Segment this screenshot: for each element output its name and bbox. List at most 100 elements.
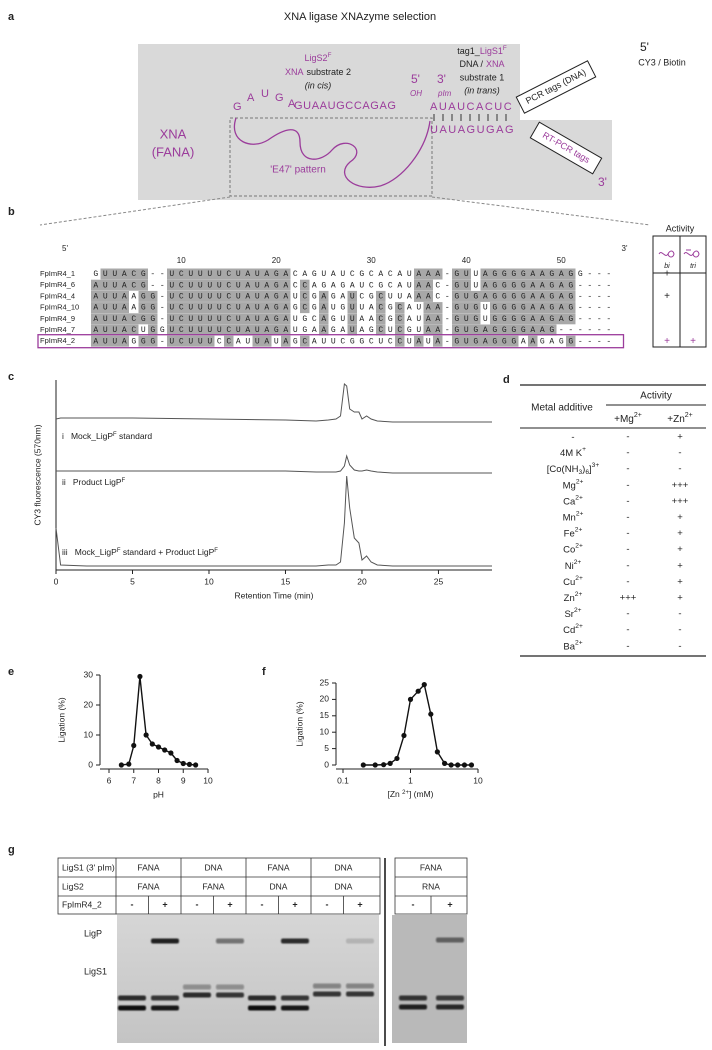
label: XNA xyxy=(160,126,187,141)
panel-label: a xyxy=(8,11,15,23)
conserved-cell xyxy=(214,324,224,336)
conserved-cell xyxy=(499,279,509,291)
gel-bands xyxy=(118,937,464,1011)
text-segment: 2+ xyxy=(634,412,642,419)
text-segment: Ni xyxy=(565,560,574,571)
base-pairs xyxy=(433,114,507,121)
text-segment: Ca xyxy=(563,496,576,507)
text-segment: ) xyxy=(582,464,585,475)
conserved-cell xyxy=(110,302,120,314)
x-tick-label: 5 xyxy=(130,576,135,586)
conserved-cell xyxy=(224,268,234,280)
conserved-cell xyxy=(499,324,509,336)
y-tick-label: 20 xyxy=(84,699,94,709)
x-tick-label: 20 xyxy=(357,576,367,586)
band-label: LigS1 xyxy=(84,966,107,976)
end-label: 3' xyxy=(598,175,607,189)
y-tick-label: 5 xyxy=(324,743,329,753)
label: 'E47' pattern xyxy=(270,165,326,176)
text-segment: Ba xyxy=(563,641,575,652)
metal-label: 4M K+ xyxy=(560,446,586,458)
row-name: FpImR4_9 xyxy=(40,314,75,323)
band xyxy=(436,937,464,943)
conserved-cell xyxy=(100,335,110,347)
activity-mark: + xyxy=(664,291,670,302)
conserved-cell xyxy=(281,279,291,291)
icon xyxy=(658,250,675,258)
metal-label: Zn2+ xyxy=(564,591,583,603)
conserved-cell xyxy=(176,302,186,314)
conserved-cell xyxy=(110,324,120,336)
activity-mg: - xyxy=(626,448,629,459)
zoom-line xyxy=(431,196,651,226)
sequence: AUUAGGG-UCUUUCCAUUAUAGCAUUCGGCUCCUAUA-GU… xyxy=(93,337,611,346)
panel-label: g xyxy=(8,844,15,856)
point xyxy=(155,744,162,750)
conserved-cell xyxy=(433,313,443,325)
alignment: 5' 3' 10 20 30 40 50 FpImR4_1 GUUACG--UCUUUUCUAU… xyxy=(37,244,696,349)
point xyxy=(468,762,475,768)
conserved-cell xyxy=(119,279,129,291)
label: LigS2F xyxy=(305,52,332,63)
text-segment: 2+ xyxy=(574,607,582,614)
metal-label: Ni2+ xyxy=(565,559,582,571)
conserved-cell xyxy=(319,313,329,325)
conserved-cell xyxy=(499,302,509,314)
text-segment: 2+ xyxy=(575,640,583,647)
text-segment: Co xyxy=(563,544,575,555)
conserved-cell xyxy=(176,290,186,302)
conserved-cell xyxy=(537,290,547,302)
activity-zn: + xyxy=(677,528,683,539)
header: Metal additive xyxy=(531,403,593,414)
column-label: tri xyxy=(690,263,696,270)
conserved-cell xyxy=(509,279,519,291)
conserved-cell xyxy=(461,324,471,336)
conserved-cell xyxy=(566,313,576,325)
conserved-cell xyxy=(119,302,129,314)
point xyxy=(126,761,132,767)
conserved-cell xyxy=(518,324,528,336)
sequence: AUUAAGG-UCUUUUCUAUAGAUCGAGAUCGCUUAAAC-GU… xyxy=(93,293,611,302)
conserved-cell xyxy=(252,324,262,336)
conserved-cell xyxy=(129,279,139,291)
conserved-cell xyxy=(271,290,281,302)
header: Activity xyxy=(640,391,672,402)
point xyxy=(401,732,407,739)
conserved-cell xyxy=(452,302,462,314)
conserved-cell xyxy=(395,335,405,347)
conserved-cell xyxy=(461,279,471,291)
conserved-cell xyxy=(233,313,243,325)
trace-label: i Mock_LigPF standard xyxy=(62,431,152,441)
conserved-cell xyxy=(167,302,177,314)
conserved-cell xyxy=(566,268,576,280)
conserved-cell xyxy=(376,302,386,314)
conserved-cell xyxy=(205,290,215,302)
highlight-box xyxy=(37,334,625,349)
text-segment: i Mock_LigP xyxy=(62,431,113,441)
label: DNA / xyxy=(459,59,483,69)
conserved-cell xyxy=(281,313,291,325)
conserved-cell xyxy=(566,290,576,302)
conserved-cell xyxy=(556,268,566,280)
panel-label: f xyxy=(262,666,266,678)
conserved-cell xyxy=(347,313,357,325)
band xyxy=(248,995,276,1001)
label: XNA substrate 2 xyxy=(285,67,351,77)
point xyxy=(149,741,155,747)
conserved-cell xyxy=(547,313,557,325)
conserved-cell xyxy=(376,324,386,336)
x-tick-label: 9 xyxy=(181,775,186,785)
y-axis-label: Ligation (%) xyxy=(56,697,66,743)
conserved-cell xyxy=(100,324,110,336)
metal-label: Fe2+ xyxy=(564,527,583,539)
conserved-cell xyxy=(509,313,519,325)
conserved-cell xyxy=(423,313,433,325)
text-segment: F xyxy=(122,478,126,484)
conserved-cell xyxy=(281,302,291,314)
conserved-cell xyxy=(252,313,262,325)
conserved-cell xyxy=(537,324,547,336)
conserved-cell xyxy=(376,290,386,302)
conserved-cell xyxy=(395,324,405,336)
conserved-cell xyxy=(91,335,101,347)
